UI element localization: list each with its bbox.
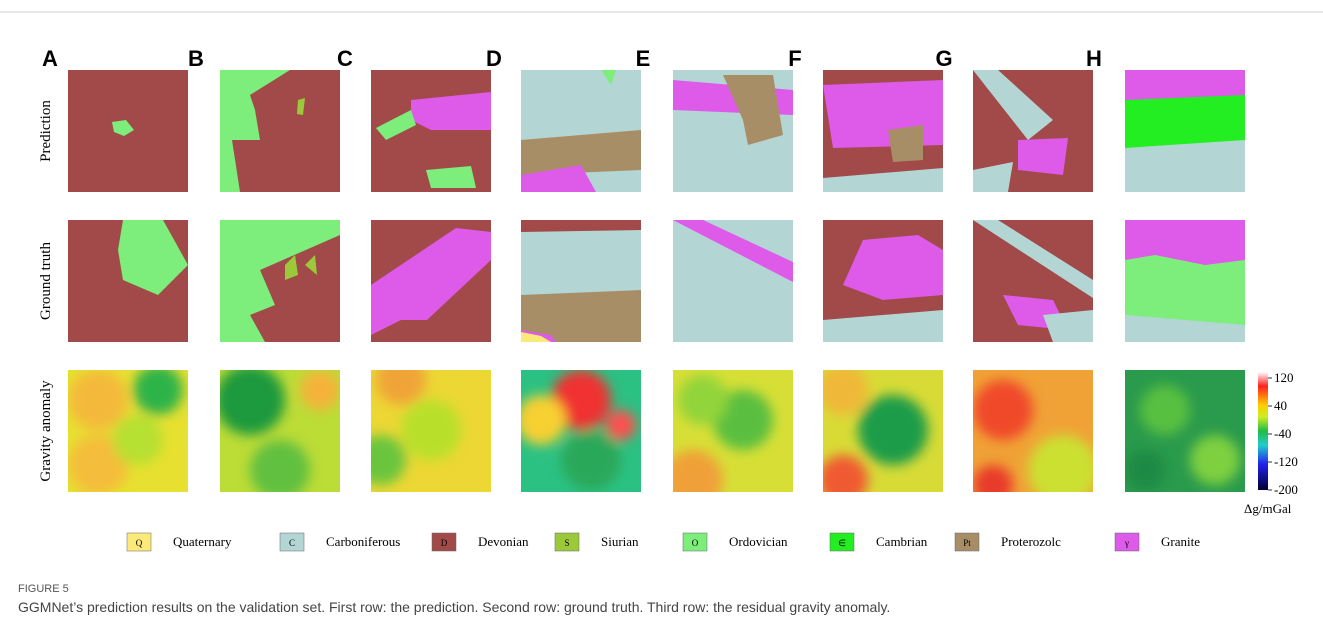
figure: Δg/mGal FIGURE 5 GGMNet’s prediction res…	[0, 0, 1323, 639]
gravity-panel	[973, 370, 1098, 505]
legend-name: Granite	[1161, 534, 1200, 549]
gravity-blob	[973, 465, 1013, 505]
panel-label: H	[1086, 46, 1102, 71]
map-panel	[220, 220, 340, 342]
gravity-blob	[68, 370, 128, 430]
gravity-panel	[215, 365, 340, 500]
legend-name: Cambrian	[876, 534, 928, 549]
legend-name: Siurian	[601, 534, 639, 549]
gravity-panel	[1125, 370, 1245, 492]
map-panel	[521, 220, 641, 342]
gravity-blob	[401, 400, 461, 460]
gravity-blob	[516, 395, 566, 445]
gravity-blob	[215, 365, 285, 435]
legend-name: Carboniferous	[326, 534, 400, 549]
map-region	[1018, 138, 1068, 175]
gravity-blob	[1125, 450, 1165, 490]
map-panel	[68, 220, 188, 342]
colorbar-unit: Δg/mGal	[1244, 501, 1292, 516]
row-label: Gravity anomaly	[38, 380, 54, 482]
colorbar-tick-label: -40	[1274, 426, 1291, 441]
panel-label: E	[636, 46, 651, 71]
gravity-panel	[818, 365, 943, 505]
gravity-panel	[663, 370, 793, 510]
map-region	[1125, 70, 1245, 100]
row-label: Prediction	[38, 100, 54, 162]
colorbar-tick-label: -120	[1274, 454, 1298, 469]
map-panel	[68, 70, 188, 192]
panels	[68, 70, 1245, 510]
gravity-blob	[818, 455, 868, 505]
colorbar-tick-label: -200	[1274, 482, 1298, 497]
panel-label: F	[788, 46, 801, 71]
map-panel	[521, 70, 641, 192]
gravity-blob	[858, 395, 928, 465]
map-panel	[973, 220, 1093, 342]
gravity-blob	[663, 450, 723, 510]
map-region	[888, 125, 923, 162]
gravity-blob	[678, 375, 728, 425]
map-panel	[673, 70, 793, 192]
map-panel	[823, 70, 943, 192]
panel-label: A	[42, 46, 58, 71]
gravity-blob	[1190, 435, 1240, 485]
colorbar-tick-label: 120	[1274, 370, 1294, 385]
gravity-blob	[300, 370, 340, 410]
gravity-panel	[68, 365, 188, 495]
gravity-blob	[113, 415, 163, 465]
map-panel	[371, 220, 491, 342]
gravity-panel	[356, 355, 491, 492]
legend-symbol: ∈	[838, 538, 846, 548]
row-label: Ground truth	[38, 242, 54, 320]
legend-symbol: S	[564, 538, 569, 548]
map-region	[823, 80, 943, 148]
map-region	[1125, 140, 1245, 192]
map-panel	[823, 220, 943, 342]
gravity-blob	[818, 365, 868, 415]
legend-name: Quaternary	[173, 534, 232, 549]
colorbar-tick-label: 40	[1274, 398, 1287, 413]
gravity-blob	[973, 380, 1033, 440]
legend-symbol: Q	[136, 538, 143, 548]
gravity-blob	[606, 410, 636, 440]
gravity-blob	[561, 430, 621, 490]
gravity-blob	[133, 365, 183, 415]
legend-symbol: O	[692, 538, 699, 548]
legend-name: Ordovician	[729, 534, 788, 549]
map-panel	[1125, 70, 1245, 192]
gravity-blob	[250, 440, 310, 500]
legend-name: Proterozolc	[1001, 534, 1061, 549]
panel-label: B	[188, 46, 204, 71]
legend-symbol: γ	[1124, 538, 1129, 548]
map-panel	[371, 70, 491, 192]
colorbar	[1258, 372, 1268, 490]
legend-symbol: D	[441, 538, 448, 548]
panel-label: G	[935, 46, 952, 71]
gravity-blob	[1028, 435, 1098, 505]
legend-symbol: Pt	[963, 538, 971, 548]
legend-symbol: C	[289, 538, 295, 548]
gravity-blob	[376, 355, 426, 405]
map-panel	[220, 70, 340, 192]
map-panel	[1125, 220, 1245, 342]
gravity-blob	[1140, 385, 1190, 435]
map-panel	[973, 70, 1093, 192]
panel-label: D	[486, 46, 502, 71]
map-region	[521, 220, 641, 232]
legend-name: Devonian	[478, 534, 529, 549]
gravity-panel	[516, 370, 641, 492]
gravity-blob	[356, 435, 406, 485]
map-panel	[673, 220, 793, 342]
panel-label: C	[337, 46, 353, 71]
caption-label: FIGURE 5	[18, 583, 69, 595]
caption-text: GGMNet’s prediction results on the valid…	[18, 599, 890, 615]
